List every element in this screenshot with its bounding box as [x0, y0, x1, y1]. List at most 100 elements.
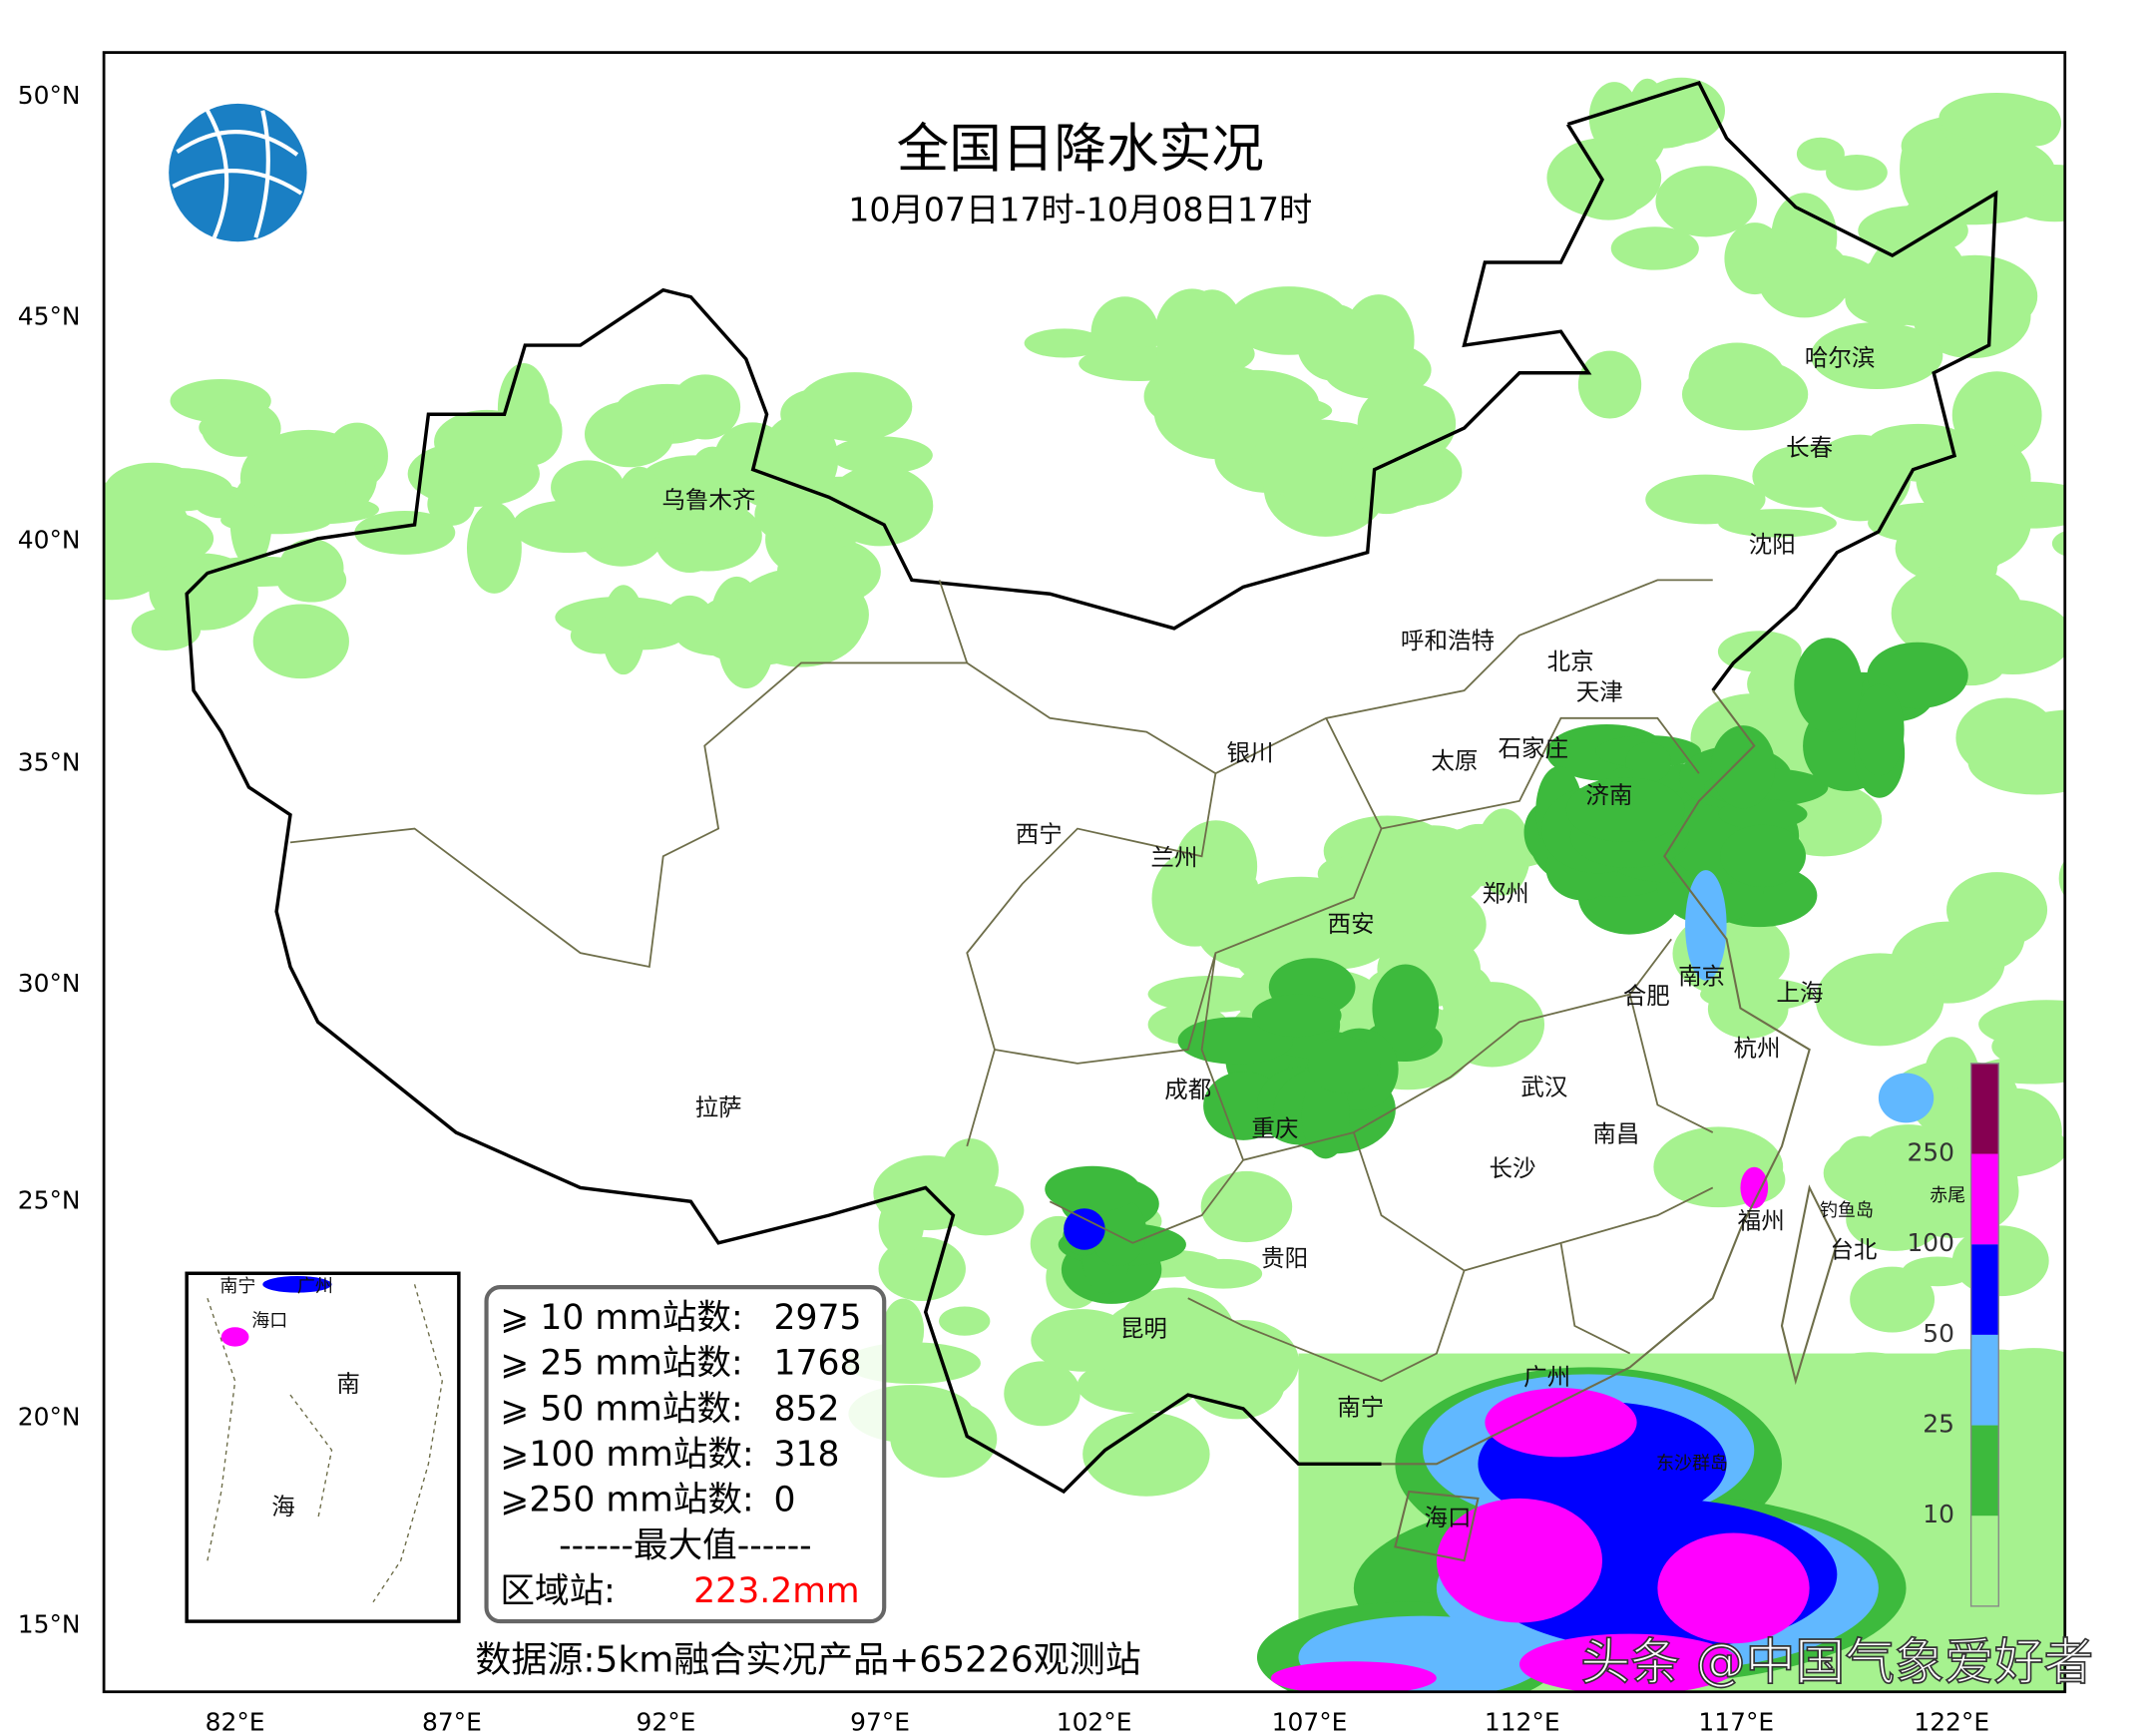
city-label: 杭州 [1734, 1035, 1781, 1063]
rain-area [1098, 1304, 1181, 1391]
lat-label: 35°N [18, 747, 81, 776]
colorbar-segment [1970, 1516, 1999, 1606]
city-label: 昆明 [1120, 1315, 1167, 1343]
inset-label: 南宁 [219, 1276, 255, 1297]
stats-label: ⩾ 25 mm站数: [500, 1344, 742, 1384]
rain-area [669, 374, 741, 440]
rain-area [1681, 358, 1809, 431]
city-label: 上海 [1776, 979, 1823, 1007]
city-label: 贵阳 [1261, 1244, 1308, 1272]
rain-area [1933, 136, 2056, 211]
rain-area [1565, 777, 1685, 842]
stats-label: ⩾ 10 mm站数: [500, 1298, 742, 1338]
city-label: 西宁 [1016, 820, 1063, 848]
rain-area [1655, 166, 1758, 237]
colorbar-label: 10 [1923, 1500, 1954, 1528]
rain-area [2058, 860, 2065, 897]
city-label: 成都 [1164, 1076, 1211, 1103]
map-frame [102, 51, 2067, 1694]
rain-area [1436, 1498, 1603, 1623]
colorbar-segment [1970, 1334, 1999, 1426]
rain-area [1710, 725, 1776, 809]
rain-area [1151, 850, 1238, 947]
rain-area [1912, 273, 2031, 359]
rain-area [1089, 1197, 1147, 1266]
inset-label: 广州 [297, 1276, 333, 1297]
city-label: 重庆 [1251, 1114, 1298, 1142]
rain-area [826, 465, 934, 547]
lat-label: 50°N [18, 81, 81, 110]
logo [169, 103, 307, 242]
rain-area [638, 455, 750, 513]
rain-area [1900, 122, 1953, 217]
rain-area [1024, 328, 1104, 358]
city-label: 合肥 [1623, 982, 1670, 1010]
coastline [1381, 689, 1839, 1562]
inset-frame [185, 1271, 461, 1623]
city-label: 拉萨 [695, 1093, 742, 1121]
lon-label: 112°E [1485, 1708, 1560, 1736]
place-label: 赤尾 [1930, 1185, 1965, 1206]
lat-label: 20°N [18, 1403, 81, 1432]
rain-area [1700, 977, 1815, 1012]
city-label: 郑州 [1483, 879, 1529, 907]
colorbar-segment [1970, 1425, 1999, 1517]
china-border [185, 80, 1998, 1495]
city-label: 太原 [1431, 747, 1478, 775]
inset-label: 海 [271, 1493, 295, 1520]
rain-area [1270, 1661, 1437, 1692]
stats-frame [484, 1285, 887, 1624]
stats-label: ⩾100 mm站数: [500, 1435, 753, 1475]
rain-area [663, 605, 709, 643]
subtitle: 10月07日17时-10月08日17时 [848, 190, 1312, 228]
rain-area [1939, 92, 2055, 143]
colorbar-segment [1970, 1244, 1999, 1335]
rain-area [1200, 1170, 1293, 1243]
inset-islands [207, 1284, 443, 1603]
rain-area [1004, 1361, 1080, 1427]
city-label: 北京 [1547, 648, 1594, 675]
rain-area [1372, 964, 1440, 1054]
rain-area [1858, 206, 1968, 256]
rain-area [796, 372, 913, 442]
colorbar-label: 50 [1923, 1319, 1954, 1348]
lat-label: 40°N [18, 526, 81, 555]
stats-label: ⩾250 mm站数: [500, 1481, 753, 1520]
rain-area [1251, 994, 1342, 1038]
city-label: 石家庄 [1499, 734, 1569, 762]
rain-area [1193, 369, 1320, 437]
rain-area [1045, 1165, 1140, 1212]
lon-label: 107°E [1272, 1708, 1348, 1736]
rain-area [1850, 1266, 1936, 1333]
precip-layer [104, 77, 2065, 1692]
rain-area [104, 487, 150, 534]
inset-rain [262, 1276, 332, 1293]
city-label: 海口 [1424, 1504, 1471, 1531]
place-label: 东沙群岛 [1656, 1453, 1728, 1474]
rain-area [1064, 1208, 1105, 1250]
rain-area [1967, 729, 2065, 795]
rain-area [1577, 350, 1642, 419]
colorbar-frame [1969, 1063, 1999, 1607]
rain-area [584, 401, 674, 468]
inset-label: 海口 [251, 1311, 287, 1332]
rain-area [1794, 638, 1863, 732]
lat-label: 45°N [18, 301, 81, 330]
rain-area [1518, 1633, 1741, 1692]
city-label: 西安 [1328, 910, 1375, 938]
rain-area [1786, 254, 1877, 299]
rain-area [252, 604, 349, 679]
rain-area [1826, 154, 1888, 191]
rain-area [1645, 474, 1766, 525]
colorbar-segment [1970, 1153, 1999, 1245]
rain-area [1485, 1388, 1637, 1458]
rain-area [1855, 683, 1905, 776]
city-label: 武汉 [1520, 1073, 1567, 1100]
max-header: ------最大值------ [559, 1525, 812, 1565]
province-borders [289, 579, 1714, 1383]
city-label: 兰州 [1150, 844, 1197, 872]
city-label: 济南 [1585, 781, 1632, 809]
rain-area [1625, 741, 1672, 783]
rain-area [1334, 892, 1468, 932]
